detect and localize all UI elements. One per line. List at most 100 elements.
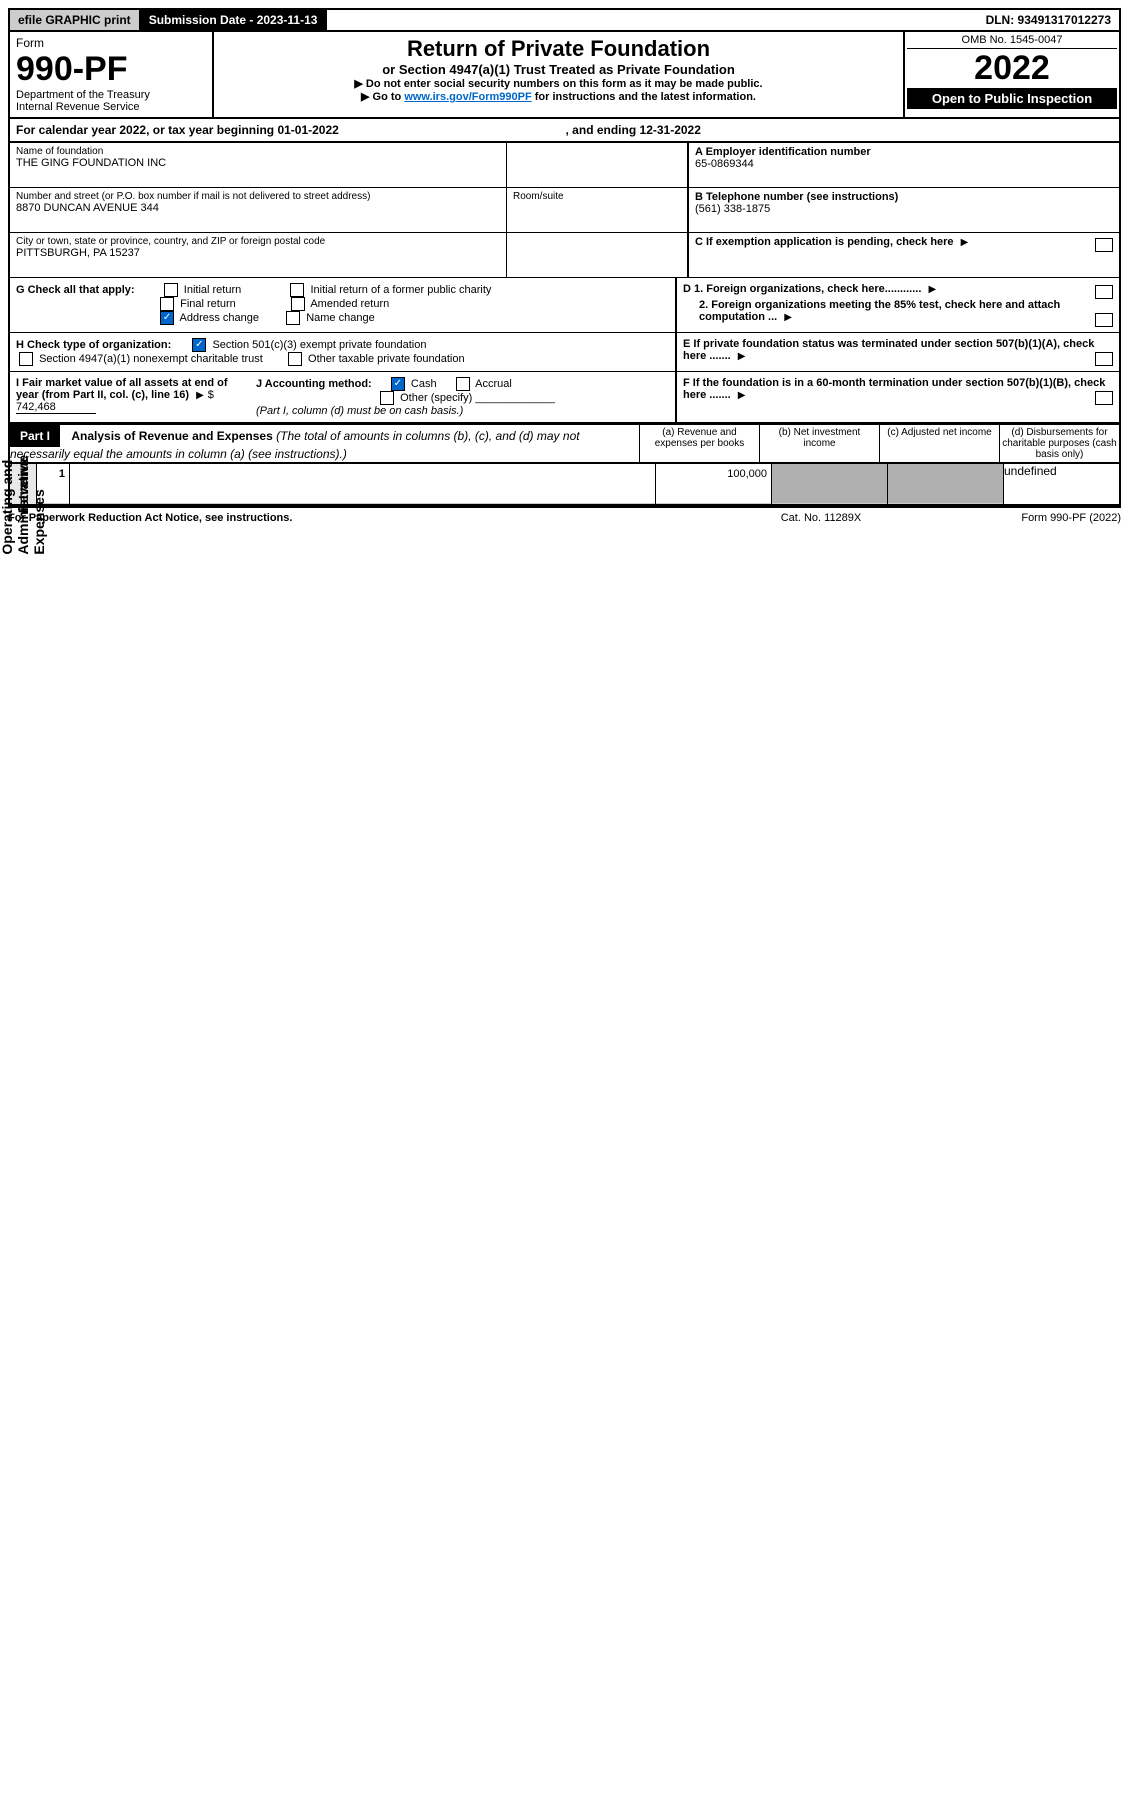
j-opt-1: Accrual <box>475 378 512 390</box>
city-label: City or town, state or province, country… <box>16 236 500 247</box>
spacer <box>327 10 977 30</box>
submission-date-label: Submission Date - 2023-11-13 <box>141 10 328 30</box>
arrow-icon <box>928 283 936 295</box>
street-address: 8870 DUNCAN AVENUE 344 <box>16 202 500 214</box>
tax-year: 2022 <box>907 49 1117 88</box>
instr-link-row: ▶ Go to www.irs.gov/Form990PF for instru… <box>218 90 899 103</box>
omb-number: OMB No. 1545-0047 <box>907 34 1117 49</box>
form-ref: Form 990-PF (2022) <box>921 512 1121 524</box>
form-label: Form <box>16 36 206 50</box>
h-opt-1: Section 4947(a)(1) nonexempt charitable … <box>39 353 263 365</box>
part1-badge: Part I <box>10 425 60 447</box>
h-opt-2: Other taxable private foundation <box>308 353 465 365</box>
section-ij-f: I Fair market value of all assets at end… <box>8 372 1121 424</box>
line-desc <box>70 464 655 504</box>
dept-treasury: Department of the Treasury <box>16 89 206 101</box>
j-opt-0: Cash <box>411 378 437 390</box>
val-c <box>888 464 1003 504</box>
arrow-icon <box>784 311 792 323</box>
cb-terminated[interactable] <box>1095 352 1113 366</box>
efile-print-button[interactable]: efile GRAPHIC print <box>10 10 141 30</box>
val-b <box>772 464 887 504</box>
form-subtitle: or Section 4947(a)(1) Trust Treated as P… <box>218 62 899 77</box>
part1-header-row: Part I Analysis of Revenue and Expenses … <box>8 424 1121 464</box>
g-opt-2: Address change <box>180 312 260 324</box>
expenses-vert-label: Operating and Administrative Expenses <box>0 457 47 554</box>
cb-accrual[interactable] <box>456 377 470 391</box>
rev-col-c <box>887 464 1003 504</box>
col-d-header: (d) Disbursements for charitable purpose… <box>999 425 1119 462</box>
cb-amended[interactable] <box>291 297 305 311</box>
d2-label: 2. Foreign organizations meeting the 85%… <box>699 299 1060 323</box>
room-label: Room/suite <box>513 191 681 202</box>
top-bar: efile GRAPHIC print Submission Date - 20… <box>8 8 1121 32</box>
irs-label: Internal Revenue Service <box>16 101 206 113</box>
addr-label: Number and street (or P.O. box number if… <box>16 191 500 202</box>
part1-title: Analysis of Revenue and Expenses <box>71 429 272 443</box>
g-opt-1: Final return <box>180 298 236 310</box>
paperwork-notice: For Paperwork Reduction Act Notice, see … <box>8 512 721 524</box>
d1-label: D 1. Foreign organizations, check here..… <box>683 283 921 295</box>
cal-end: , and ending 12-31-2022 <box>566 123 701 137</box>
val-a: 100,000 <box>656 464 771 504</box>
section-h-e: H Check type of organization: Section 50… <box>8 333 1121 372</box>
g-label: G Check all that apply: <box>16 284 135 296</box>
cb-4947[interactable] <box>19 352 33 366</box>
cb-cash[interactable] <box>391 377 405 391</box>
col-c-header: (c) Adjusted net income <box>879 425 999 462</box>
rev-descriptions <box>70 464 655 504</box>
col-b-header: (b) Net investment income <box>759 425 879 462</box>
cat-number: Cat. No. 11289X <box>721 512 921 524</box>
cb-60month[interactable] <box>1095 391 1113 405</box>
arrow-icon <box>196 389 204 401</box>
phone-label: B Telephone number (see instructions) <box>695 191 1113 203</box>
cal-begin: For calendar year 2022, or tax year begi… <box>16 123 339 137</box>
fmv-value: 742,468 <box>16 401 96 414</box>
revenue-table: Revenue 1 100,000 undefined <box>8 464 1121 506</box>
h-opt-0: Section 501(c)(3) exempt private foundat… <box>212 339 426 351</box>
name-label: Name of foundation <box>16 146 500 157</box>
j-note: (Part I, column (d) must be on cash basi… <box>256 405 463 417</box>
h-label: H Check type of organization: <box>16 339 171 351</box>
f-label: F If the foundation is in a 60-month ter… <box>683 377 1105 401</box>
j-opt-2: Other (specify) <box>400 392 472 404</box>
col-a-header: (a) Revenue and expenses per books <box>639 425 759 462</box>
form-title: Return of Private Foundation <box>218 36 899 62</box>
arrow-icon <box>961 236 969 248</box>
cb-final-return[interactable] <box>160 297 174 311</box>
cb-name-change[interactable] <box>286 311 300 325</box>
form-header: Form 990-PF Department of the Treasury I… <box>8 32 1121 119</box>
cb-initial-return[interactable] <box>164 283 178 297</box>
instr-ssn: ▶ Do not enter social security numbers o… <box>218 77 899 90</box>
g-opt-5: Name change <box>306 312 375 324</box>
g-opt-3: Initial return of a former public charit… <box>310 284 491 296</box>
section-g-d: G Check all that apply: Initial return I… <box>8 278 1121 333</box>
rev-col-d: undefined <box>1003 464 1119 504</box>
ein-label: A Employer identification number <box>695 146 1113 158</box>
cb-other-method[interactable] <box>380 391 394 405</box>
j-label: J Accounting method: <box>256 378 372 390</box>
rev-col-a: 100,000 <box>655 464 771 504</box>
instr-suffix: for instructions and the latest informat… <box>535 91 756 103</box>
irs-link[interactable]: www.irs.gov/Form990PF <box>404 91 531 103</box>
calendar-year-row: For calendar year 2022, or tax year begi… <box>8 119 1121 143</box>
instr-prefix: ▶ Go to <box>361 91 404 103</box>
arrow-icon <box>738 389 746 401</box>
cb-foreign-org[interactable] <box>1095 285 1113 299</box>
exemption-pending-label: C If exemption application is pending, c… <box>695 236 954 248</box>
cb-85pct[interactable] <box>1095 313 1113 327</box>
page-footer: For Paperwork Reduction Act Notice, see … <box>8 508 1121 524</box>
cb-501c3[interactable] <box>192 338 206 352</box>
dln-label: DLN: 93491317012273 <box>978 10 1119 30</box>
exemption-checkbox[interactable] <box>1095 238 1113 252</box>
identity-section: Name of foundation THE GING FOUNDATION I… <box>8 143 1121 278</box>
foundation-name: THE GING FOUNDATION INC <box>16 157 500 169</box>
cb-initial-former[interactable] <box>290 283 304 297</box>
cb-other-taxable[interactable] <box>288 352 302 366</box>
arrow-icon <box>738 350 746 362</box>
cb-address-change[interactable] <box>160 311 174 325</box>
g-opt-0: Initial return <box>184 284 241 296</box>
phone-value: (561) 338-1875 <box>695 203 1113 215</box>
ein-value: 65-0869344 <box>695 158 1113 170</box>
form-number: 990-PF <box>16 50 206 89</box>
